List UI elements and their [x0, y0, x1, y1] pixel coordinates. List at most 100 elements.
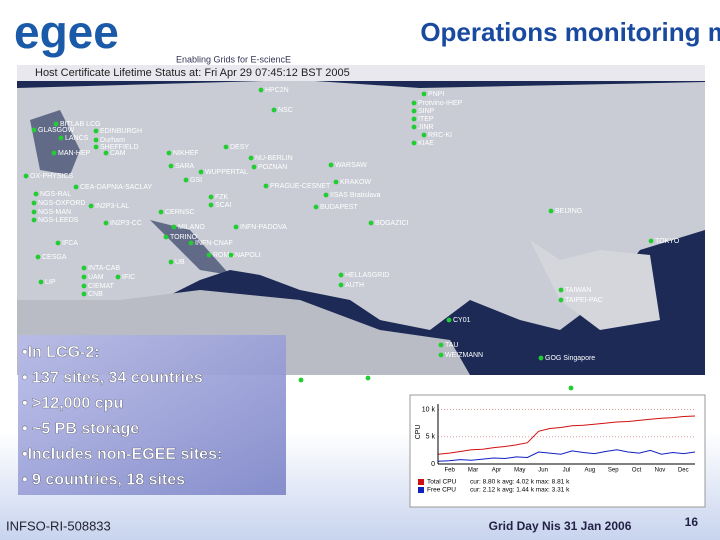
site-label: CIEMAT [88, 283, 115, 290]
site-dot [168, 259, 174, 265]
map: Host Certificate Lifetime Status at: Fri… [17, 65, 705, 392]
site-label: HPC2N [265, 87, 289, 94]
site-label: TAIWAN [565, 287, 591, 294]
site-dot [558, 287, 564, 293]
site-label: NGS-LEEDS [38, 217, 79, 224]
info-box [18, 335, 286, 495]
site-label: AUTH [345, 282, 364, 289]
x-tick-label: Sep [608, 468, 619, 474]
site-label: UB [175, 259, 185, 266]
site-label: IN2P3-LAL [95, 203, 129, 210]
site-label: IISAS Bratislava [330, 192, 381, 199]
footer-event: Grid Day Nis 31 Jan 2006 [489, 519, 632, 533]
site-label: TRIUMF [305, 377, 331, 384]
site-dot [323, 192, 329, 198]
site-label: CESGA [42, 254, 67, 261]
site-dot [251, 164, 257, 170]
site-label: SHEFFIELD [100, 144, 139, 151]
site-dot [411, 108, 417, 114]
site-label: IFCA [62, 240, 78, 247]
site-dot [438, 352, 444, 358]
site-label: Durham [100, 137, 125, 144]
site-label: CAM [110, 150, 126, 157]
site-dot [58, 135, 64, 141]
site-label: NGS-OXFORD [38, 200, 85, 207]
site-label: WEIZMANN [445, 352, 483, 359]
site-dot [163, 234, 169, 240]
site-label: CEA-DAPNIA-SACLAY [80, 184, 153, 191]
site-label: Protvino-IHEP [418, 100, 463, 107]
site-dot [81, 265, 87, 271]
x-tick-label: Nov [655, 468, 666, 474]
site-dot [271, 107, 277, 113]
site-dot [55, 240, 61, 246]
site-dot [258, 87, 264, 93]
site-dot [223, 144, 229, 150]
site-dot [158, 209, 164, 215]
site-dot [115, 274, 121, 280]
bullet: • ~5 PB storage [22, 421, 139, 438]
site-dot [438, 342, 444, 348]
series-line [437, 449, 696, 462]
site-label: NU-BERLIN [255, 155, 293, 162]
bullet: •In LCG-2: [22, 344, 100, 361]
site-label: LIP [45, 279, 56, 286]
site-label: POZNAN [258, 164, 287, 171]
site-dot [208, 202, 214, 208]
bullet: • 137 sites, 34 countries [22, 370, 203, 387]
site-dot [333, 179, 339, 185]
site-label: RRC-KI [428, 132, 452, 139]
x-tick-label: Apr [492, 468, 501, 474]
site-dot [568, 385, 574, 391]
site-label: UAM [88, 274, 104, 281]
site-dot [103, 220, 109, 226]
site-dot [365, 375, 371, 381]
cpu-chart: CPU 0 5 k 10 k Feb Mar Apr May Jun Jul Aug Sep Oct No… [409, 394, 706, 508]
site-label: MILANO [178, 224, 205, 231]
site-dot [183, 177, 189, 183]
site-dot [93, 128, 99, 134]
site-label: JINR [418, 124, 434, 131]
site-label: INFN-CNAF [195, 240, 233, 247]
site-dot [31, 200, 37, 206]
site-label: INFN-PADOVA [240, 224, 287, 231]
y-tick-label: 5 k [426, 434, 436, 441]
site-label: HELLASGRID [345, 272, 389, 279]
x-tick-label: Jun [538, 468, 548, 474]
site-dot [208, 194, 214, 200]
site-label: DESY [230, 144, 249, 151]
x-tick-label: Dec [678, 468, 689, 474]
site-dot [31, 127, 37, 133]
site-dot [411, 124, 417, 130]
site-label: PNPI [428, 91, 444, 98]
x-tick-label: Jul [563, 468, 571, 474]
site-label: MONTREAL [575, 385, 614, 392]
land [530, 240, 660, 330]
site-label: IN2P3-CC [110, 220, 142, 227]
site-label: TORINO [170, 234, 198, 241]
site-label: TOKYO [655, 238, 680, 245]
site-dot [171, 224, 177, 230]
site-label: GLASGOW [38, 127, 75, 134]
site-dot [313, 204, 319, 210]
footer-left: INFSO-RI-508833 [6, 518, 111, 533]
site-label: FZK [215, 194, 229, 201]
site-label: PRAGUE-CESNET [270, 183, 331, 190]
site-dot [411, 140, 417, 146]
site-dot [538, 355, 544, 361]
y-axis-label: CPU [415, 425, 422, 440]
legend-swatch [418, 487, 424, 493]
site-dot [248, 155, 254, 161]
bullet: • 9 countries, 18 sites [22, 472, 185, 489]
site-dot [411, 100, 417, 106]
site-dot [328, 162, 334, 168]
site-label: TAU [445, 342, 458, 349]
x-tick-label: Aug [585, 468, 596, 474]
site-dot [411, 116, 417, 122]
site-dot [206, 252, 212, 258]
page-number: 16 [685, 515, 699, 529]
site-dot [81, 291, 87, 297]
map-title: Host Certificate Lifetime Status at: Fri… [35, 67, 350, 79]
x-tick-label: Mar [468, 468, 478, 474]
